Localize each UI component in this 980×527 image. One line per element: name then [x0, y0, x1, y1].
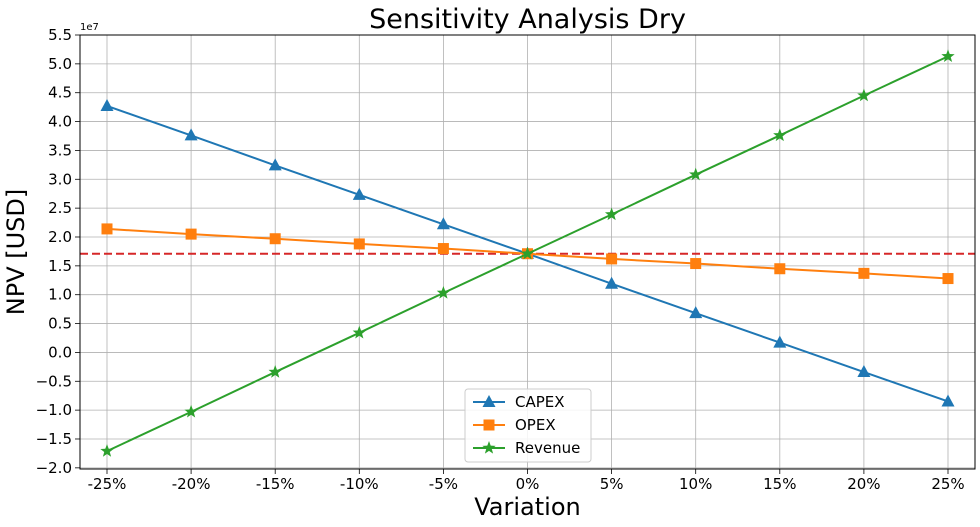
data-point-revenue [689, 167, 703, 181]
data-point-capex [100, 98, 114, 111]
x-tick-label: -10% [340, 475, 379, 493]
y-tick-label: 0.5 [48, 315, 72, 333]
y-tick-label: 3.5 [48, 141, 72, 159]
legend-item-revenue: Revenue [473, 439, 580, 457]
legend-box [464, 388, 592, 463]
x-tick-label: -20% [172, 475, 211, 493]
data-point-revenue [857, 88, 871, 102]
grid [80, 34, 975, 469]
y-tick-label: 1.0 [48, 286, 72, 304]
legend: CAPEX OPEX Revenue [464, 388, 592, 463]
data-point-opex [606, 253, 618, 265]
data-point-revenue [268, 365, 282, 378]
y-tick-label: 4.0 [48, 113, 72, 131]
x-tick-label: -5% [429, 475, 458, 493]
y-tick-label: −1.5 [36, 430, 72, 448]
y-axis-title: NPV [USD] [2, 189, 30, 315]
y-tick-label: 2.0 [48, 228, 72, 246]
data-point-capex [268, 158, 282, 171]
x-axis-title: Variation [474, 493, 580, 521]
data-point-opex [101, 223, 113, 235]
x-tick-label: -25% [88, 475, 127, 493]
data-point-opex [942, 273, 954, 285]
data-point-capex [605, 276, 619, 289]
data-point-capex [184, 128, 198, 141]
y-tick-label: −2.0 [36, 459, 72, 477]
legend-marker-opex [483, 419, 495, 431]
data-point-capex [857, 365, 871, 378]
y-tick-label: 1.5 [48, 257, 72, 275]
y-axis-ticks: −2.0 −1.5 −1.0 −0.5 0.0 0.5 1.0 1.5 2.0 2.5 3.0 3.5… [36, 26, 80, 477]
data-point-opex [858, 267, 870, 279]
x-tick-label: 20% [847, 475, 880, 493]
data-point-opex [353, 238, 365, 250]
y-tick-label: 3.0 [48, 170, 72, 188]
data-point-capex [352, 187, 366, 200]
data-point-capex [689, 306, 703, 319]
data-point-opex [269, 233, 281, 245]
legend-label-opex: OPEX [515, 416, 556, 434]
x-tick-label: 15% [763, 475, 796, 493]
data-point-revenue [352, 325, 366, 339]
data-point-revenue [184, 404, 198, 418]
data-point-opex [437, 243, 449, 255]
y-tick-label: 0.0 [48, 343, 72, 361]
data-point-revenue [436, 285, 451, 299]
series-revenue [100, 49, 955, 457]
data-point-opex [774, 263, 786, 275]
y-tick-label: −0.5 [36, 372, 72, 390]
series-layer [100, 49, 955, 457]
data-point-opex [690, 258, 702, 270]
legend-marker-revenue [482, 441, 496, 454]
data-point-revenue [520, 246, 535, 260]
y-tick-label: 5.5 [48, 26, 72, 44]
x-tick-label: -15% [256, 475, 295, 493]
y-tick-label: 4.5 [48, 84, 72, 102]
x-tick-label: 25% [931, 475, 964, 493]
y-axis-offset-label: 1e7 [80, 22, 99, 33]
data-point-revenue [604, 207, 619, 221]
legend-label-capex: CAPEX [515, 393, 565, 411]
data-point-capex [773, 335, 787, 348]
x-tick-label: 5% [600, 475, 624, 493]
data-point-capex [436, 217, 450, 230]
data-point-revenue [773, 128, 787, 142]
data-point-revenue [100, 444, 114, 457]
y-tick-label: 2.5 [48, 199, 72, 217]
legend-marker-capex [482, 395, 496, 407]
chart-title: Sensitivity Analysis Dry [369, 4, 686, 35]
legend-item-capex: CAPEX [473, 393, 565, 411]
legend-label-revenue: Revenue [515, 439, 580, 457]
data-point-capex [941, 394, 955, 407]
y-tick-label: 5.0 [48, 55, 72, 73]
data-point-opex [185, 228, 197, 240]
y-tick-label: −1.0 [36, 401, 72, 419]
x-tick-label: 10% [679, 475, 712, 493]
legend-item-opex: OPEX [473, 416, 556, 434]
x-tick-label: 0% [516, 475, 540, 493]
data-point-revenue [941, 49, 955, 63]
x-axis-ticks: -25% -20% -15% -10% -5% 0% 5% 10% 15% 20% 25% [88, 469, 965, 493]
